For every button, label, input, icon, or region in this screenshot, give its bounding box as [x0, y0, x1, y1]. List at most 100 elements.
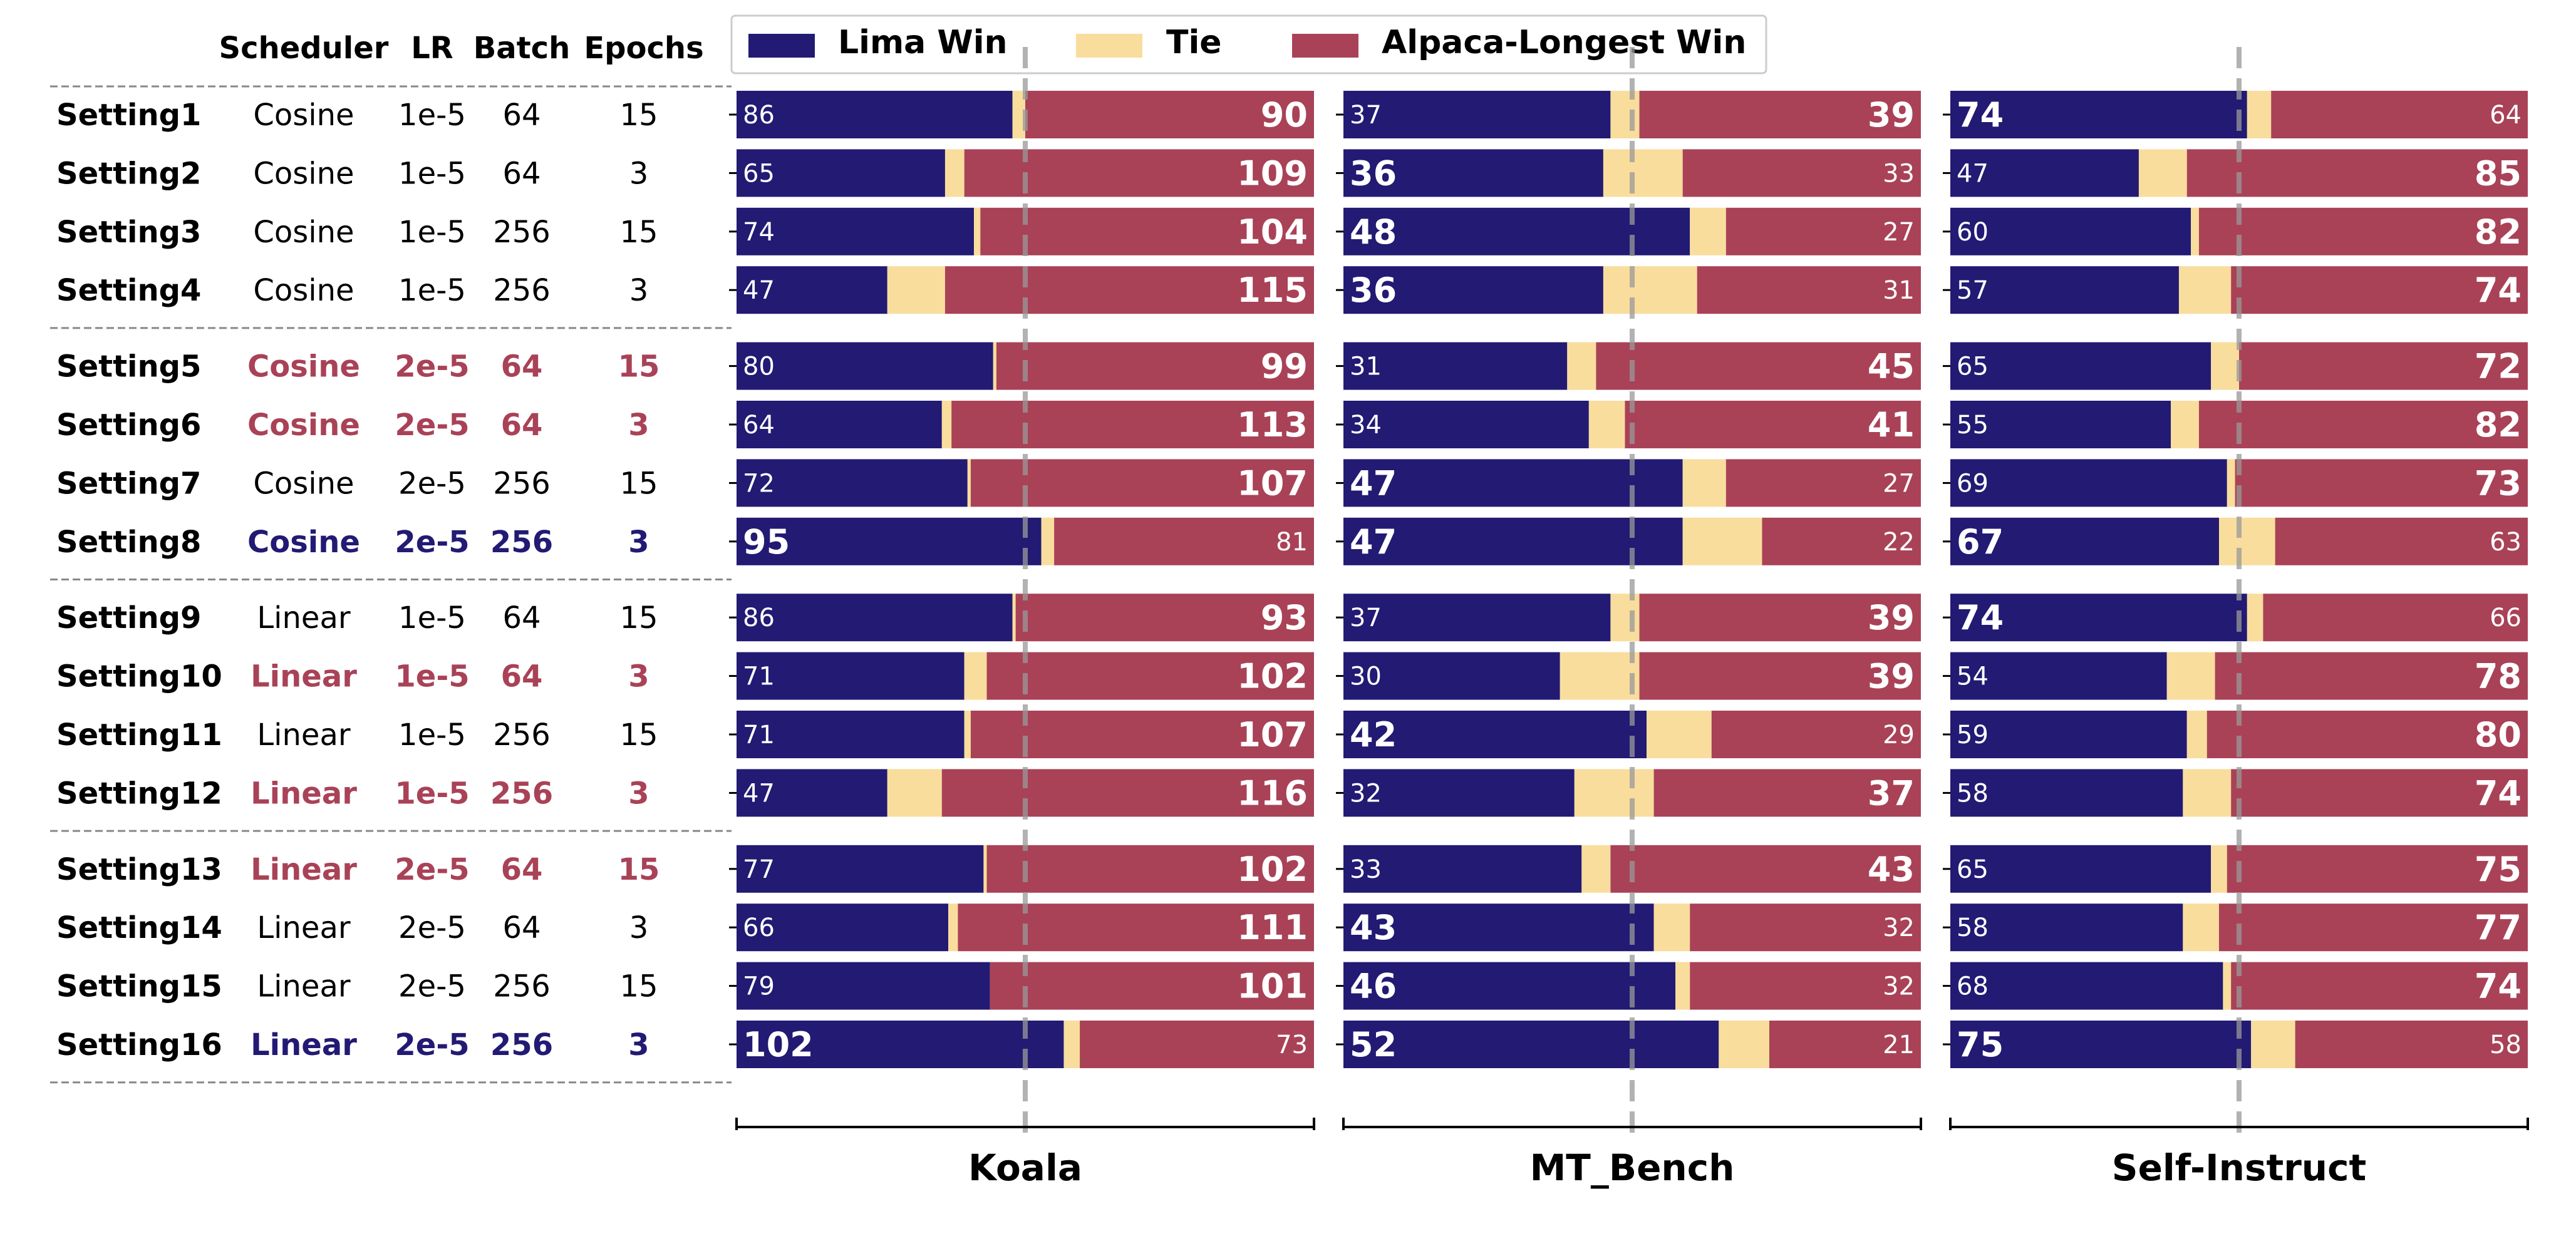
bar-tie	[2166, 652, 2215, 700]
bar-label-lose: 29	[1883, 721, 1915, 749]
bar-lose	[1015, 594, 1314, 642]
bar-label-lose: 99	[1261, 347, 1308, 386]
bar-tie	[1610, 594, 1640, 642]
bar-label-win: 52	[1350, 1025, 1397, 1064]
bar-win	[1343, 903, 1654, 952]
bar-lose	[2218, 903, 2528, 952]
bar-label-win: 57	[1957, 276, 1989, 305]
setting-cell: 3	[628, 659, 649, 694]
bar-win	[1950, 962, 2223, 1010]
bar-label-win: 74	[743, 218, 775, 247]
bar-label-lose: 107	[1237, 463, 1308, 503]
bar-label-lose: 80	[2475, 715, 2522, 754]
bar-win	[1950, 91, 2247, 138]
bar-label-win: 65	[1957, 353, 1989, 381]
legend-swatch	[748, 34, 815, 58]
bar-lose	[2215, 652, 2528, 700]
bar-tie	[1682, 459, 1726, 507]
bar-label-lose: 102	[1237, 657, 1308, 696]
bar-tie	[1012, 91, 1025, 138]
bar-win	[1343, 711, 1647, 758]
panel-koala: 86 90 65 109 74 104 47 115 80 99 64 113 72 107 95 81 86 9…	[729, 47, 1315, 1189]
legend-label: Tie	[1166, 24, 1222, 61]
setting-cell: Cosine	[253, 98, 354, 133]
bar-win	[1343, 962, 1676, 1010]
bar-label-lose: 63	[2490, 528, 2522, 557]
bar-label-lose: 75	[2475, 850, 2522, 889]
bar-label-win: 58	[1957, 914, 1989, 942]
bar-win	[1343, 266, 1603, 314]
bar-tie	[944, 149, 965, 197]
setting-cell: 15	[619, 600, 658, 636]
setting-cell: 64	[502, 910, 541, 945]
bar-lose	[2227, 845, 2528, 893]
bar-lose	[1054, 517, 1314, 565]
bar-win	[1343, 342, 1568, 390]
setting-cell: 2e-5	[395, 349, 469, 384]
bar-label-lose: 109	[1237, 153, 1308, 193]
setting-cell: 2e-5	[395, 408, 469, 443]
bar-tie	[1719, 1021, 1769, 1068]
setting-cell: 3	[629, 156, 649, 191]
bar-lose	[1080, 1021, 1314, 1068]
bar-label-lose: 72	[2475, 347, 2522, 386]
bar-win	[1950, 459, 2227, 507]
bar-lose	[990, 962, 1314, 1010]
bar-label-win: 46	[1350, 967, 1397, 1006]
bar-label-lose: 64	[2490, 101, 2522, 130]
bar-label-lose: 74	[2475, 773, 2522, 813]
bar-tie	[1588, 401, 1625, 448]
bar-tie	[1581, 845, 1611, 893]
bar-win	[1950, 903, 2183, 952]
bar-tie	[1653, 903, 1690, 952]
bar-label-win: 74	[1957, 598, 2004, 637]
table-header: Epochs	[584, 31, 703, 66]
bar-tie	[1647, 711, 1712, 758]
bar-label-lose: 27	[1883, 218, 1915, 247]
bar-label-lose: 45	[1868, 347, 1915, 386]
bar-lose	[2275, 517, 2528, 565]
table-header: Batch	[473, 31, 571, 66]
panel-title: Koala	[968, 1146, 1082, 1189]
setting-cell: 2e-5	[398, 969, 466, 1004]
bar-label-lose: 111	[1237, 908, 1308, 947]
panel-self-instruct: 74 64 47 85 60 82 57 74 65 72 55 82 69 73 67 63 74 66 54 78…	[1943, 47, 2529, 1189]
setting-cell: Cosine	[253, 273, 354, 308]
bar-tie	[1675, 962, 1690, 1010]
setting-cell: 2e-5	[398, 466, 466, 501]
bar-tie	[2223, 962, 2232, 1010]
bar-win	[1950, 1021, 2252, 1068]
bar-tie	[941, 401, 952, 448]
bar-lose	[964, 149, 1314, 197]
bar-label-lose: 102	[1237, 850, 1308, 889]
bar-lose	[1711, 711, 1921, 758]
bar-label-lose: 113	[1237, 405, 1308, 445]
setting-name: Setting12	[56, 776, 222, 811]
setting-name: Setting2	[56, 156, 201, 191]
setting-name: Setting8	[56, 525, 201, 560]
bar-win	[1950, 769, 2183, 817]
bar-label-win: 86	[743, 101, 775, 130]
setting-cell: 64	[502, 600, 541, 636]
bar-win	[1343, 845, 1582, 893]
bar-label-win: 69	[1957, 469, 1989, 498]
bar-tie	[1603, 266, 1697, 314]
bar-tie	[2211, 342, 2239, 390]
legend-label: Alpaca-Longest Win	[1382, 24, 1746, 61]
bar-lose	[1762, 517, 1921, 565]
bar-lose	[941, 769, 1314, 817]
setting-name: Setting11	[56, 718, 222, 753]
bar-lose	[1690, 903, 1921, 952]
legend-swatch	[1292, 34, 1358, 58]
bar-label-win: 47	[1350, 522, 1397, 562]
bar-label-win: 47	[1957, 159, 1989, 188]
setting-cell: 15	[619, 969, 658, 1004]
bar-lose	[2295, 1021, 2528, 1068]
setting-cell: Linear	[251, 1027, 357, 1063]
bar-label-win: 64	[743, 411, 775, 440]
bar-lose	[1697, 266, 1921, 314]
bar-label-lose: 37	[1868, 773, 1915, 813]
bar-lose	[2239, 342, 2528, 390]
setting-cell: 2e-5	[395, 852, 469, 887]
bar-label-lose: 66	[2490, 604, 2522, 632]
